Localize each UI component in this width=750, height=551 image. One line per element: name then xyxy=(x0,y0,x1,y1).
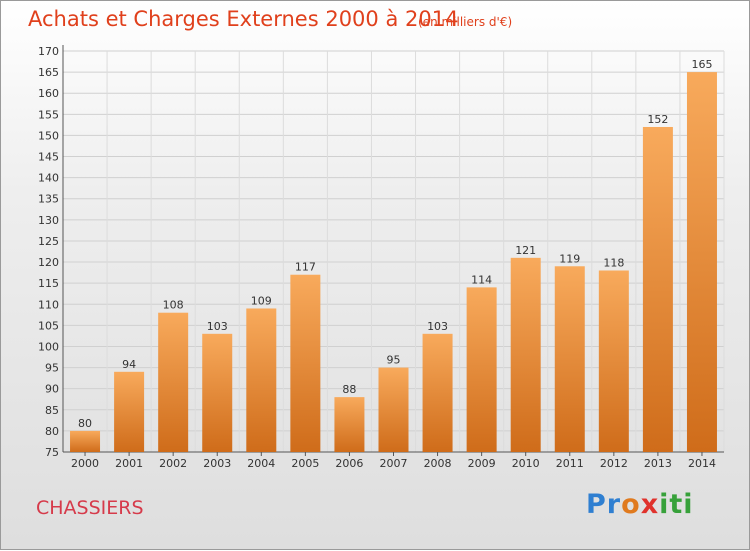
y-tick-label: 155 xyxy=(38,108,59,121)
bar xyxy=(686,72,717,453)
bar-value-label: 119 xyxy=(559,252,580,265)
x-tick-label: 2010 xyxy=(512,457,540,470)
logo-letter: x xyxy=(640,489,660,520)
y-tick-label: 85 xyxy=(45,404,59,417)
place-name: CHASSIERS xyxy=(36,497,144,519)
bar-value-label: 109 xyxy=(251,294,272,307)
bar-value-label: 121 xyxy=(515,244,536,257)
y-tick-label: 150 xyxy=(38,129,59,142)
bar-value-label: 108 xyxy=(163,299,184,312)
y-tick-label: 135 xyxy=(38,193,59,206)
chart-unit-label: (en milliers d'€) xyxy=(418,15,513,29)
x-tick-label: 2011 xyxy=(556,457,584,470)
bar xyxy=(114,371,145,452)
x-tick-label: 2001 xyxy=(115,457,143,470)
logo-letter: ti xyxy=(669,489,694,520)
y-tick-label: 120 xyxy=(38,256,59,269)
y-tick-label: 95 xyxy=(45,362,59,375)
bar-value-label: 103 xyxy=(207,320,228,333)
y-tick-label: 75 xyxy=(45,446,59,459)
logo-letter: o xyxy=(621,489,641,520)
x-tick-label: 2006 xyxy=(335,457,363,470)
y-tick-label: 90 xyxy=(45,383,59,396)
x-tick-label: 2012 xyxy=(600,457,628,470)
bar xyxy=(510,257,541,452)
bar xyxy=(158,312,189,452)
bar xyxy=(422,333,453,452)
bar xyxy=(246,308,277,452)
bar-value-label: 117 xyxy=(295,261,316,274)
x-tick-label: 2014 xyxy=(688,457,716,470)
bar-value-label: 114 xyxy=(471,273,492,286)
y-tick-label: 170 xyxy=(38,45,59,58)
bar xyxy=(598,270,629,452)
x-tick-label: 2003 xyxy=(203,457,231,470)
bar-value-label: 103 xyxy=(427,320,448,333)
x-tick-label: 2005 xyxy=(291,457,319,470)
bar-value-label: 88 xyxy=(342,383,356,396)
bar-value-label: 165 xyxy=(691,58,712,71)
logo-letter: P xyxy=(586,489,607,520)
chart-title: Achats et Charges Externes 2000 à 2014 xyxy=(28,7,459,31)
x-tick-label: 2002 xyxy=(159,457,187,470)
bar xyxy=(642,126,673,453)
y-tick-label: 110 xyxy=(38,298,59,311)
y-tick-label: 80 xyxy=(45,425,59,438)
bar xyxy=(554,266,585,452)
y-tick-label: 145 xyxy=(38,151,59,164)
y-tick-label: 140 xyxy=(38,172,59,185)
bar xyxy=(466,287,497,452)
bar-value-label: 95 xyxy=(387,354,401,367)
x-tick-label: 2000 xyxy=(71,457,99,470)
x-tick-label: 2007 xyxy=(380,457,408,470)
proxiti-logo: Proxiti xyxy=(586,489,694,520)
bar xyxy=(378,367,409,452)
bar xyxy=(202,333,233,452)
logo-letter: i xyxy=(659,489,670,520)
x-tick-label: 2009 xyxy=(468,457,496,470)
bar xyxy=(334,397,365,452)
bar-value-label: 118 xyxy=(603,256,624,269)
y-tick-label: 115 xyxy=(38,277,59,290)
bar-value-label: 94 xyxy=(122,358,136,371)
logo-letter: r xyxy=(606,489,622,520)
x-tick-label: 2004 xyxy=(247,457,275,470)
bar xyxy=(70,430,101,452)
bar xyxy=(290,274,321,452)
bar-value-label: 80 xyxy=(78,417,92,430)
y-tick-label: 125 xyxy=(38,235,59,248)
x-tick-label: 2008 xyxy=(424,457,452,470)
y-tick-label: 105 xyxy=(38,319,59,332)
y-tick-label: 100 xyxy=(38,340,59,353)
y-tick-label: 165 xyxy=(38,66,59,79)
x-tick-label: 2013 xyxy=(644,457,672,470)
bar-value-label: 152 xyxy=(647,113,668,126)
y-tick-label: 160 xyxy=(38,87,59,100)
y-tick-label: 130 xyxy=(38,214,59,227)
